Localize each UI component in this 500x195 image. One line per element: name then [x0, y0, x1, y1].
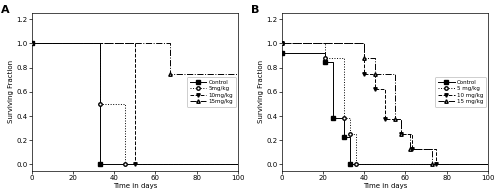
X-axis label: Time in days: Time in days — [112, 183, 157, 190]
X-axis label: Time in days: Time in days — [362, 183, 407, 190]
Text: B: B — [251, 5, 260, 15]
Y-axis label: Surviving Fraction: Surviving Fraction — [258, 60, 264, 123]
Y-axis label: Surviving Fraction: Surviving Fraction — [8, 60, 14, 123]
Legend: Control, 5 mg/kg, 10 mg/kg, 15 mg/kg: Control, 5 mg/kg, 10 mg/kg, 15 mg/kg — [435, 77, 486, 107]
Text: A: A — [1, 5, 10, 15]
Legend: Control, 5mg/kg, 10mg/kg, 15mg/kg: Control, 5mg/kg, 10mg/kg, 15mg/kg — [187, 77, 236, 107]
